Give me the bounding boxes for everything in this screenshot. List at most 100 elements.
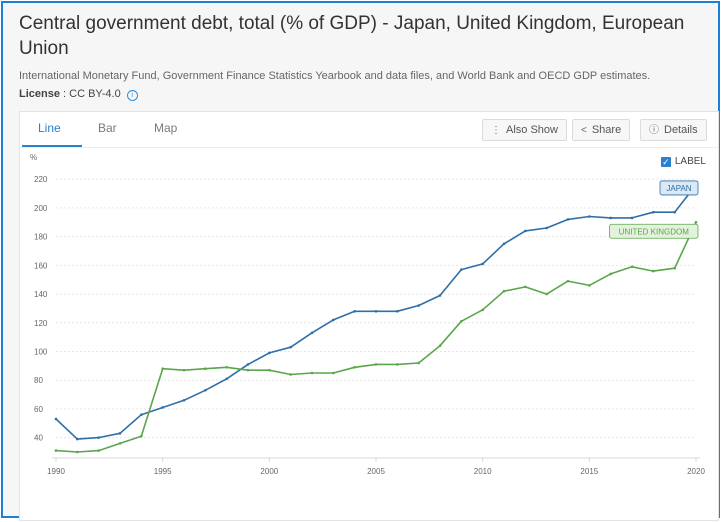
data-point <box>289 373 292 376</box>
y-tick-label: 120 <box>34 319 48 328</box>
x-tick-label: 2005 <box>367 467 385 476</box>
data-point <box>630 216 634 220</box>
y-tick-label: 40 <box>34 434 43 443</box>
series-label-box <box>609 223 699 239</box>
label-toggle-text: LABEL <box>674 156 706 167</box>
y-tick-label: 80 <box>34 376 43 385</box>
data-point <box>161 406 164 409</box>
y-tick-label: 200 <box>34 204 48 213</box>
also-show-button[interactable]: ⋮ Also Show <box>482 119 567 141</box>
license-value: : CC BY-4.0 <box>59 88 121 100</box>
data-point <box>97 449 100 452</box>
data-point <box>438 344 442 348</box>
data-point <box>652 210 655 214</box>
tab-map[interactable]: Map <box>154 121 178 135</box>
data-point <box>246 368 250 372</box>
share-button[interactable]: < Share <box>572 119 631 141</box>
data-point <box>289 345 292 349</box>
share-label: Share <box>591 124 622 136</box>
data-point <box>673 210 676 214</box>
data-point <box>332 371 335 375</box>
data-point <box>118 432 122 435</box>
data-point <box>54 417 58 421</box>
data-point <box>182 368 186 372</box>
more-vertical-icon: ⋮ <box>491 125 501 136</box>
series-label: UNITED KINGDOM <box>619 227 690 236</box>
data-point <box>673 266 676 270</box>
data-point <box>76 437 79 441</box>
also-show-label: Also Show <box>506 124 558 136</box>
label-toggle[interactable]: ✓ LABEL <box>660 156 706 167</box>
data-point <box>268 351 271 355</box>
data-point <box>545 292 548 296</box>
chart-panel: Line Bar Map ⋮ Also Show < Share ⓘ Details … <box>19 111 719 521</box>
license: License : CC BY-4.0 i <box>19 88 138 101</box>
data-point <box>524 229 527 233</box>
data-point <box>374 363 378 366</box>
data-point <box>417 361 420 365</box>
series-line-united-kingdom <box>55 221 697 453</box>
tab-line[interactable]: Line <box>38 121 61 135</box>
data-point <box>310 331 314 335</box>
details-label: Details <box>664 124 698 136</box>
tab-divider <box>20 147 718 148</box>
data-point <box>118 442 122 445</box>
y-tick-label: 160 <box>34 261 48 270</box>
y-axis-label: % <box>30 153 37 162</box>
data-point <box>310 371 314 375</box>
data-point <box>396 363 399 366</box>
data-point <box>97 436 100 439</box>
data-point <box>374 309 378 313</box>
data-point <box>225 377 228 381</box>
data-point <box>588 215 591 218</box>
data-point <box>502 242 506 246</box>
data-point <box>268 368 271 372</box>
data-point <box>353 365 356 369</box>
data-point <box>182 399 186 402</box>
data-point <box>630 265 634 269</box>
data-point <box>502 289 506 293</box>
active-tab-indicator <box>22 145 82 147</box>
data-point <box>566 279 570 283</box>
data-point <box>140 434 143 438</box>
info-icon[interactable]: i <box>126 90 138 101</box>
series-label: JAPAN <box>666 184 691 193</box>
data-point <box>438 294 442 297</box>
data-point <box>353 309 356 313</box>
x-tick-label: 2000 <box>260 467 278 476</box>
data-point <box>588 284 591 287</box>
data-point <box>140 413 143 416</box>
data-point <box>204 367 207 371</box>
page-title: Central government debt, total (% of GDP… <box>19 13 685 59</box>
x-tick-label: 2010 <box>474 467 492 476</box>
data-point <box>161 367 164 371</box>
y-tick-label: 60 <box>34 405 43 414</box>
line-chart: % 40 60 80 100 120 140 160 180 200 220 1990 1995 2000… <box>30 153 705 476</box>
data-point <box>545 226 548 230</box>
tab-bar[interactable]: Bar <box>98 121 117 135</box>
data-point <box>76 450 79 454</box>
data-point <box>204 388 207 392</box>
x-tick-label: 1990 <box>47 467 65 476</box>
data-point <box>225 365 228 369</box>
label-checkbox[interactable]: ✓ <box>660 157 671 167</box>
details-button[interactable]: ⓘ Details <box>640 119 707 141</box>
data-point <box>396 309 399 313</box>
data-source: International Monetary Fund, Government … <box>19 70 651 82</box>
data-point <box>481 308 484 312</box>
x-tick-label: 2015 <box>580 467 598 476</box>
y-tick-label: 220 <box>34 175 48 184</box>
data-point <box>481 262 484 266</box>
x-tick-label: 2020 <box>687 467 705 476</box>
data-point <box>417 304 420 307</box>
data-point <box>524 285 527 289</box>
series-label-box <box>659 180 699 196</box>
license-label: License <box>19 88 60 100</box>
y-tick-label: 140 <box>34 290 48 299</box>
y-tick-label: 180 <box>34 233 48 242</box>
data-point <box>609 216 612 220</box>
data-point <box>332 318 335 322</box>
info-circle-icon: ⓘ <box>649 125 659 136</box>
data-point <box>460 268 463 271</box>
